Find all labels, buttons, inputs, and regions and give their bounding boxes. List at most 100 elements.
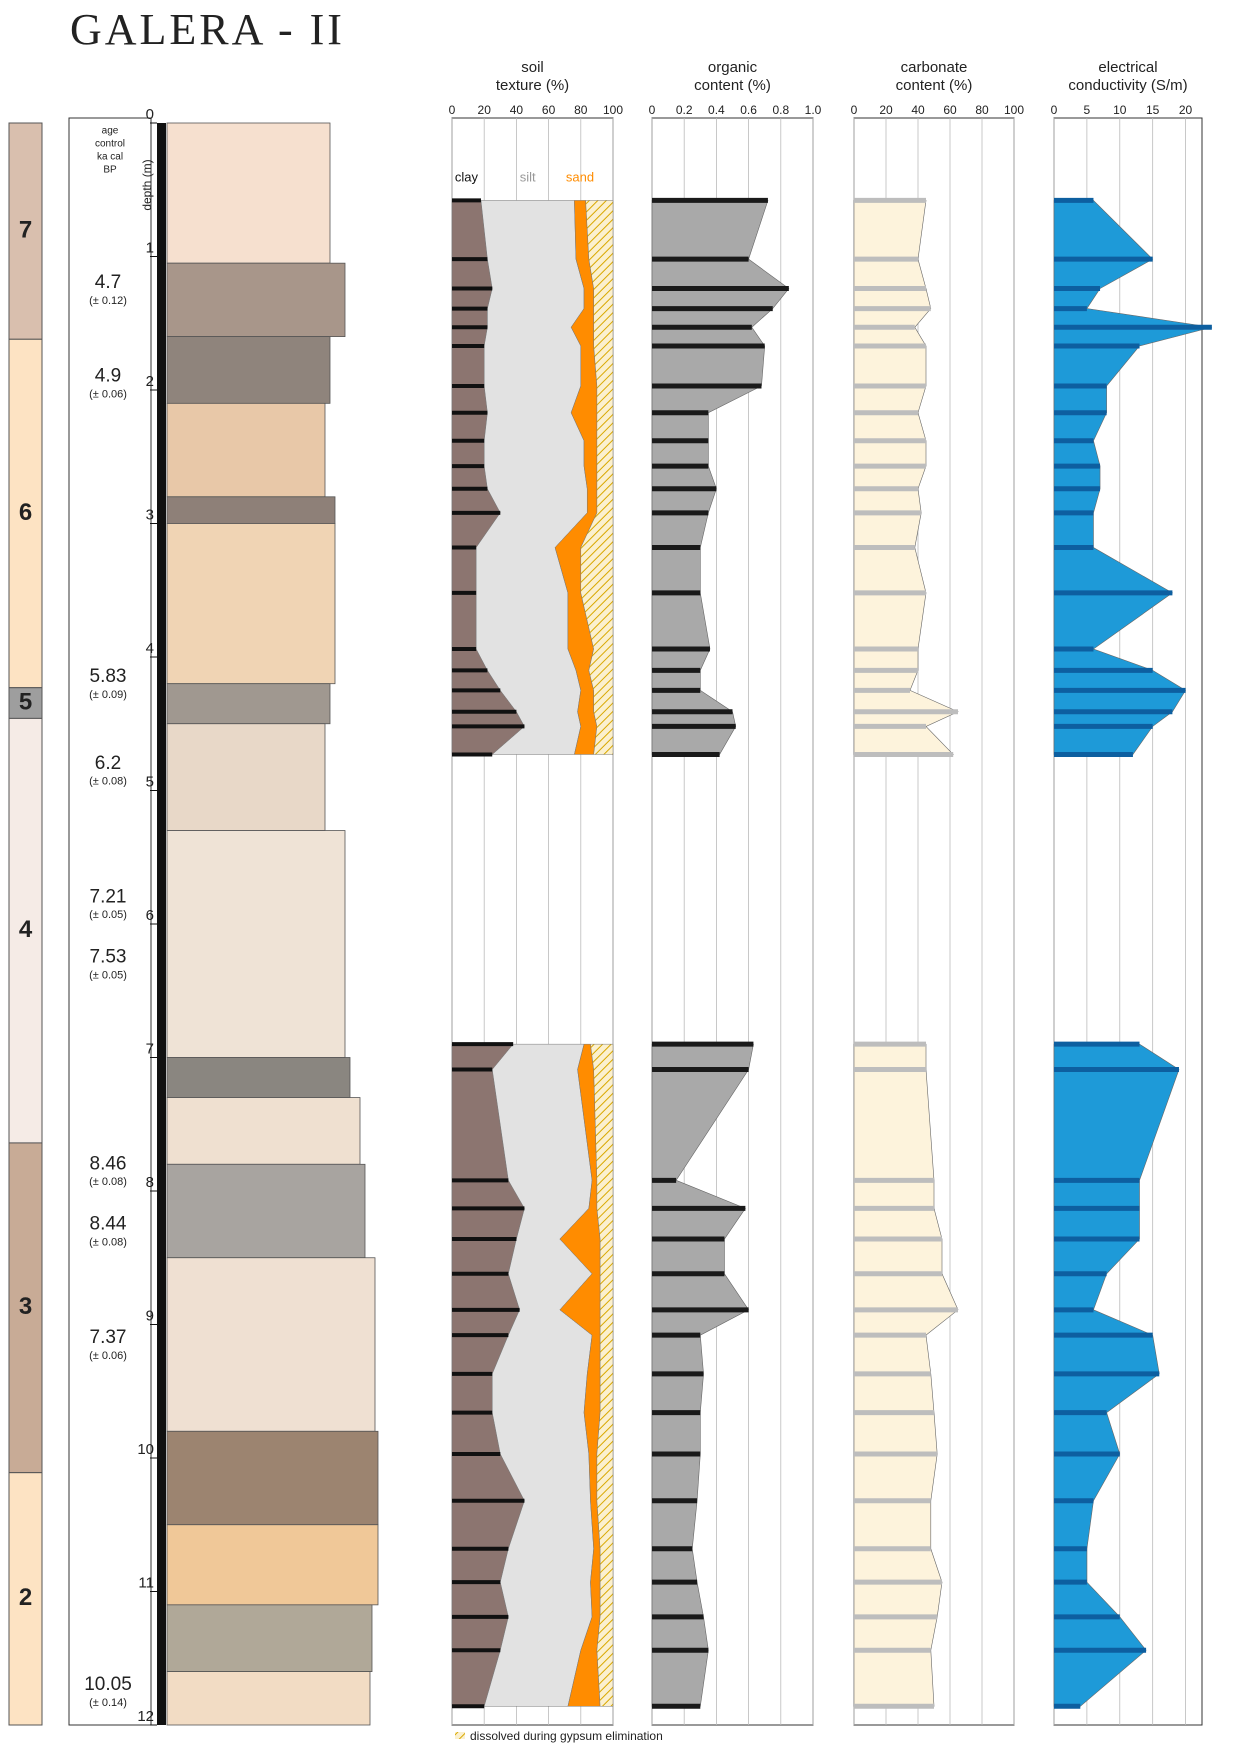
age-error: (± 0.08) xyxy=(89,776,127,788)
lithology-layer xyxy=(166,1524,379,1606)
x-tick-label: 40 xyxy=(510,103,524,117)
lithology-layer xyxy=(166,683,331,725)
x-tick-label: 20 xyxy=(1179,103,1193,117)
age-error: (± 0.12) xyxy=(89,295,127,307)
age-value: 8.44 xyxy=(90,1213,127,1234)
lithology-layer xyxy=(166,262,346,337)
texture-area xyxy=(475,200,588,755)
age-value: 7.37 xyxy=(90,1327,127,1348)
unit-label: 7 xyxy=(19,216,32,243)
lithology-layer xyxy=(166,1097,361,1165)
lithology-layer xyxy=(166,830,346,1058)
lithology-layer xyxy=(166,1604,373,1672)
depth-axis-label: depth (m) xyxy=(140,159,154,210)
age-column xyxy=(68,117,152,1726)
lithology-layer xyxy=(166,1257,376,1432)
age-header: control xyxy=(95,139,125,150)
x-tick-label: 100 xyxy=(603,103,623,117)
x-tick-label: 1.0 xyxy=(805,103,822,117)
lithology-layer xyxy=(166,122,331,264)
age-error: (± 0.05) xyxy=(89,909,127,921)
x-tick-label: 20 xyxy=(478,103,492,117)
chart-title: electrical xyxy=(1098,59,1157,76)
age-value: 5.83 xyxy=(90,666,127,687)
figure-title: GALERA - II xyxy=(70,5,345,54)
age-error: (± 0.08) xyxy=(89,1236,127,1248)
x-tick-label: 20 xyxy=(879,103,893,117)
legend-label: dissolved during gypsum elimination xyxy=(470,1729,663,1743)
depth-tick-label: 6 xyxy=(146,907,154,924)
chart-title: content (%) xyxy=(896,77,973,94)
depth-tick-label: 2 xyxy=(146,373,154,390)
unit-label: 6 xyxy=(19,499,32,526)
depth-tick-label: 8 xyxy=(146,1174,154,1191)
legend-label: silt xyxy=(520,169,536,184)
chart-title: soil xyxy=(521,59,544,76)
age-value: 7.21 xyxy=(90,886,127,907)
x-tick-label: 0.4 xyxy=(708,103,725,117)
chart-title: carbonate xyxy=(901,59,968,76)
x-tick-label: 0.6 xyxy=(740,103,757,117)
age-error: (± 0.08) xyxy=(89,1176,127,1188)
age-error: (± 0.06) xyxy=(89,1350,127,1362)
unit-box xyxy=(8,122,43,340)
x-tick-label: 0 xyxy=(449,103,456,117)
lithology-layer xyxy=(166,1057,351,1098)
age-error: (± 0.05) xyxy=(89,969,127,981)
age-value: 4.7 xyxy=(95,272,121,293)
x-tick-label: 80 xyxy=(574,103,588,117)
age-header: ka cal xyxy=(97,152,123,163)
lithology-layer xyxy=(166,1671,371,1726)
x-tick-label: 0.8 xyxy=(772,103,789,117)
x-tick-label: 60 xyxy=(943,103,957,117)
depth-tick-label: 9 xyxy=(146,1307,154,1324)
legend-swatch xyxy=(455,1732,465,1739)
x-tick-label: 15 xyxy=(1146,103,1160,117)
unit-label: 4 xyxy=(19,916,33,943)
depth-tick-label: 11 xyxy=(138,1574,154,1591)
depth-tick-label: 4 xyxy=(146,640,154,657)
age-value: 10.05 xyxy=(84,1674,132,1695)
legend-label: clay xyxy=(455,169,479,184)
x-tick-label: 0 xyxy=(851,103,858,117)
legend-label: sand xyxy=(566,169,594,184)
unit-label: 3 xyxy=(19,1293,32,1320)
age-header: BP xyxy=(103,165,117,176)
x-tick-label: 60 xyxy=(542,103,556,117)
depth-tick-label: 10 xyxy=(137,1441,154,1458)
x-tick-label: 40 xyxy=(911,103,925,117)
x-tick-label: 80 xyxy=(975,103,989,117)
age-value: 6.2 xyxy=(95,753,121,774)
x-tick-label: 0 xyxy=(649,103,656,117)
chart-title: organic xyxy=(708,59,758,76)
age-value: 4.9 xyxy=(95,366,121,387)
x-tick-label: 0.2 xyxy=(676,103,693,117)
age-value: 7.53 xyxy=(90,946,127,967)
unit-label: 5 xyxy=(19,688,32,715)
depth-tick-label: 5 xyxy=(146,773,154,790)
depth-bar xyxy=(157,123,166,1725)
depth-tick-label: 1 xyxy=(146,239,154,256)
age-error: (± 0.09) xyxy=(89,689,127,701)
texture-area xyxy=(580,200,614,755)
lithology-layer xyxy=(166,496,336,524)
lithology-layer xyxy=(166,723,326,831)
depth-tick-label: 3 xyxy=(146,506,154,523)
texture-area xyxy=(590,1043,614,1707)
chart-title: texture (%) xyxy=(496,77,569,94)
lithology-layer xyxy=(166,1430,379,1526)
x-tick-label: 5 xyxy=(1084,103,1091,117)
unit-box xyxy=(8,338,43,689)
age-error: (± 0.06) xyxy=(89,389,127,401)
unit-box xyxy=(8,717,43,1144)
x-tick-label: 100 xyxy=(1004,103,1024,117)
chart-title: content (%) xyxy=(694,77,771,94)
age-value: 8.46 xyxy=(90,1153,127,1174)
age-header: age xyxy=(102,126,119,137)
age-error: (± 0.14) xyxy=(89,1697,127,1709)
depth-tick-label: 7 xyxy=(146,1040,154,1057)
x-tick-label: 0 xyxy=(1051,103,1058,117)
lithology-layer xyxy=(166,336,331,404)
depth-tick-label: 12 xyxy=(137,1708,154,1725)
